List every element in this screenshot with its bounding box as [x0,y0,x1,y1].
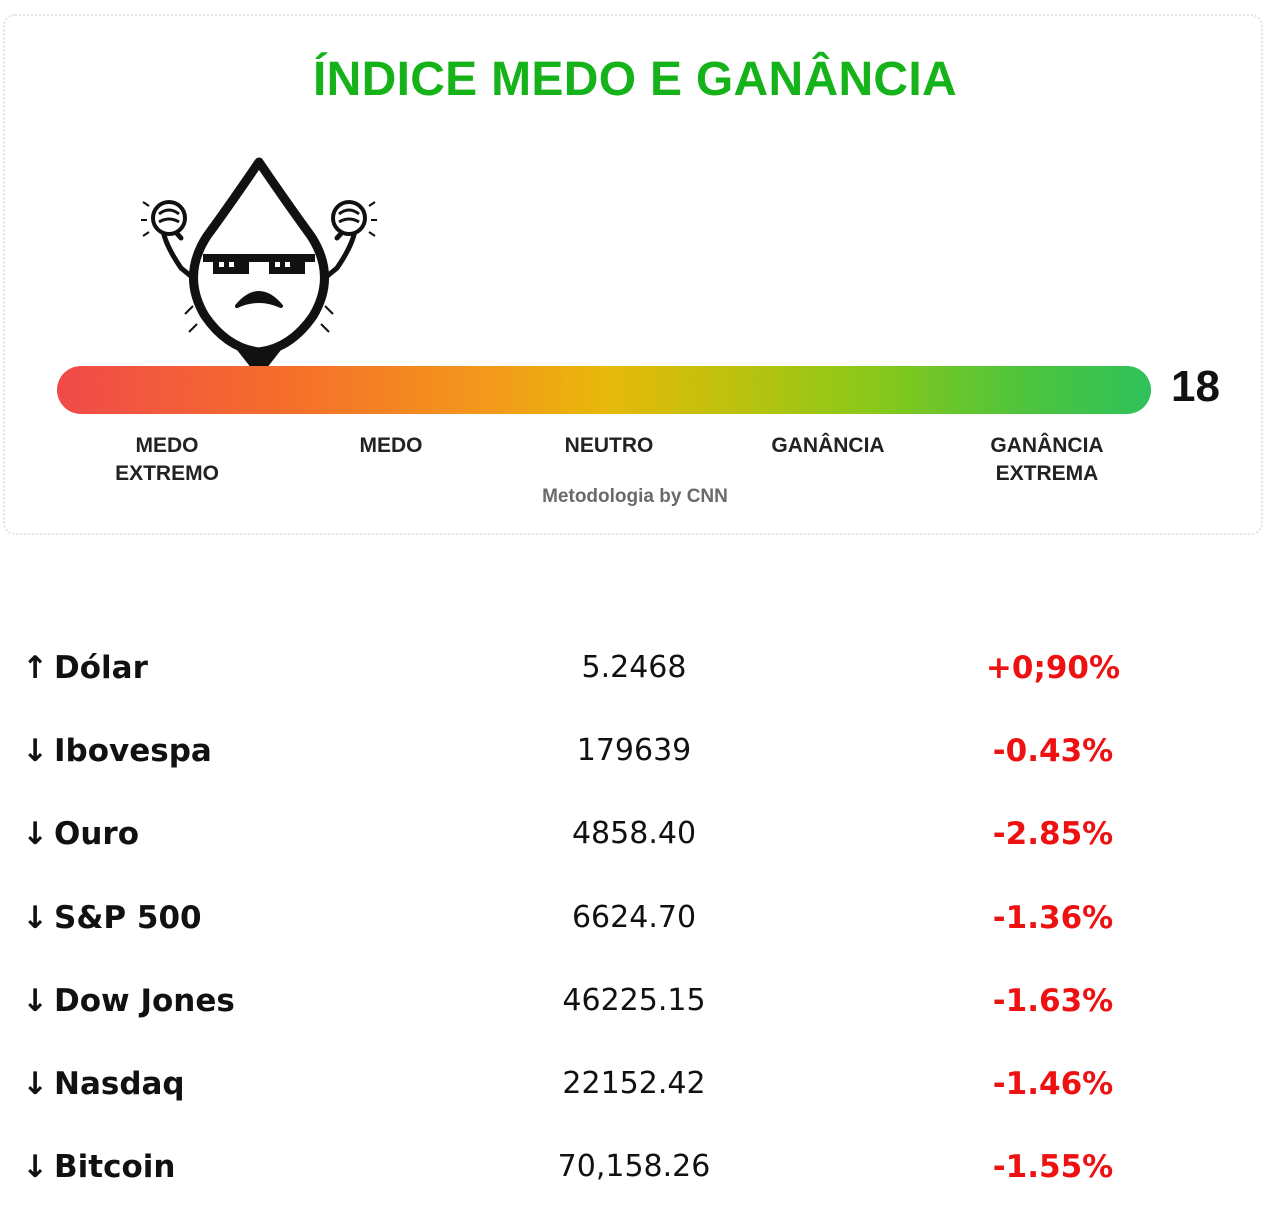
quote-value: 5.2468 [581,650,687,685]
label-ganancia: GANÂNCIA [771,434,885,457]
quote-row-ibovespa: ↓ Ibovespa 179639 -0.43% [0,713,1272,796]
quote-value: 6624.70 [571,899,697,935]
quote-value: 46225.15 [562,982,706,1018]
fear-drop-mascot-icon [141,157,377,378]
quote-name: ↓ Dow Jones [22,982,235,1019]
quote-value: 70,158.26 [557,1149,711,1185]
quote-row-dow-jones: ↓ Dow Jones 46225.15 -1.63% [0,963,1272,1046]
label-ganancia-extrema: GANÂNCIA EXTREMA [990,434,1104,485]
quote-change: -1.63% [992,982,1114,1019]
quote-row-sp500: ↓ S&P 500 6624.70 -1.36% [0,880,1272,963]
quote-value: 4858.40 [571,816,697,852]
arrow-up-icon: ↑ [22,650,48,686]
arrow-down-icon: ↓ [22,733,48,770]
quote-change: -0.43% [992,733,1114,770]
quote-value: 179639 [576,733,692,769]
quote-change: -1.55% [992,1149,1114,1186]
quote-name: ↓ Ibovespa [22,733,212,770]
fear-greed-value: 18 [1171,362,1220,411]
label-neutro: NEUTRO [564,434,654,457]
arrow-down-icon: ↓ [22,1065,48,1102]
quote-change: -2.85% [992,816,1114,853]
methodology-credit: Metodologia by CNN [542,486,728,507]
arrow-down-icon: ↓ [22,816,48,853]
quote-name: ↑ Dólar [22,650,148,686]
quote-name: ↓ S&P 500 [22,899,202,936]
label-medo: MEDO [359,434,423,457]
label-medo-extremo: MEDO EXTREMO [115,434,219,485]
fear-greed-widget: ÍNDICE MEDO E GANÂNCIA [3,14,1263,535]
quote-row-dolar: ↑ Dólar 5.2468 +0;90% [0,630,1272,713]
widget-title: ÍNDICE MEDO E GANÂNCIA [313,53,957,106]
quote-row-bitcoin: ↓ Bitcoin 70,158.26 -1.55% [0,1129,1272,1212]
quote-value: 22152.42 [562,1065,706,1101]
quote-change: -1.36% [992,899,1114,936]
market-quotes-list: ↑ Dólar 5.2468 +0;90% ↓ Ibovespa 179639 -0… [0,630,1272,1212]
arrow-down-icon: ↓ [22,982,48,1019]
quote-name: ↓ Ouro [22,816,140,853]
quote-row-nasdaq: ↓ Nasdaq 22152.42 -1.46% [0,1046,1272,1129]
fear-greed-gauge-bar [57,366,1151,414]
arrow-down-icon: ↓ [22,1149,48,1186]
quote-change: -1.46% [992,1065,1114,1102]
quote-change: +0;90% [985,650,1121,686]
quote-row-ouro: ↓ Ouro 4858.40 -2.85% [0,796,1272,879]
quote-name: ↓ Nasdaq [22,1065,185,1102]
quote-name: ↓ Bitcoin [22,1149,176,1186]
arrow-down-icon: ↓ [22,899,48,936]
